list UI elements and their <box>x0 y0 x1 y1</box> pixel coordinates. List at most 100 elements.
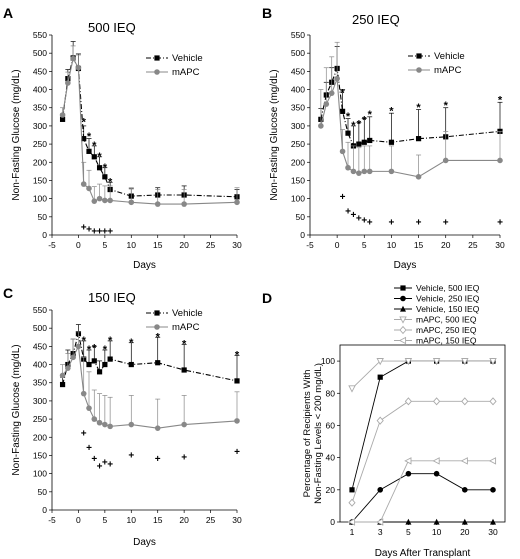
significance-star: * <box>92 342 97 354</box>
data-point <box>490 518 496 525</box>
significance-star: * <box>340 87 345 99</box>
y-tick-label: 80 <box>326 388 336 398</box>
significance-plus: + <box>416 217 422 228</box>
significance-plus: + <box>234 447 240 458</box>
y-tick-label: 350 <box>291 103 305 113</box>
panel-letter: B <box>262 5 272 21</box>
significance-star: * <box>235 350 240 362</box>
x-tick-label: -5 <box>48 515 56 525</box>
series-vehicle <box>59 41 240 200</box>
significance-star: * <box>108 335 113 347</box>
series-vehicle <box>318 46 503 149</box>
significance-star: * <box>82 335 87 347</box>
significance-star: * <box>82 116 87 128</box>
legend-marker <box>400 285 406 291</box>
data-point <box>80 390 87 397</box>
x-tick-label: 1 <box>350 527 355 537</box>
data-point <box>367 137 373 144</box>
data-point <box>154 201 161 207</box>
data-point <box>361 168 368 175</box>
data-point <box>155 360 161 366</box>
data-point <box>461 397 469 406</box>
data-point <box>96 419 103 426</box>
significance-plus: + <box>91 454 97 465</box>
y-tick-label: 0 <box>42 505 47 515</box>
y-tick-label: 200 <box>33 157 47 167</box>
legend-marker <box>399 316 407 324</box>
significance-plus: + <box>155 454 161 465</box>
x-axis-label: Days <box>133 537 156 548</box>
data-point <box>75 64 82 71</box>
x-tick-label: 10 <box>127 515 137 525</box>
x-tick-label: 25 <box>206 240 216 250</box>
y-axis-label: Non-Fasting Levels < 200 mg/dL) <box>313 363 324 504</box>
significance-star: * <box>351 120 356 132</box>
data-point <box>59 381 66 388</box>
y-axis-label: Non-Fasting Glucose (mg/dL) <box>269 69 280 200</box>
data-point <box>361 139 367 145</box>
significance-plus: + <box>86 225 92 236</box>
data-point <box>234 418 240 424</box>
legend-label: mAPC <box>172 67 200 78</box>
x-tick-label: 20 <box>460 527 470 537</box>
panel-letter: C <box>3 285 13 301</box>
legend-label: mAPC, 250 IEQ <box>416 325 477 335</box>
y-tick-label: 350 <box>33 378 47 388</box>
significance-star: * <box>182 339 187 351</box>
legend-label: Vehicle, 250 IEQ <box>416 294 480 304</box>
data-point <box>433 470 440 477</box>
series-mapc-150-ieq <box>347 457 497 526</box>
y-tick-label: 0 <box>42 230 47 240</box>
y-tick-label: 450 <box>291 66 305 76</box>
data-point <box>328 90 335 96</box>
series-mapc <box>318 41 503 180</box>
significance-star: * <box>87 344 92 356</box>
data-point <box>490 487 496 493</box>
significance-star: * <box>362 115 367 127</box>
x-tick-label: 5 <box>102 515 107 525</box>
data-point <box>345 164 351 171</box>
x-tick-label: 15 <box>153 240 163 250</box>
significance-plus: + <box>97 226 103 237</box>
significance-plus: + <box>97 461 103 472</box>
legend: Vehicle mAPC <box>146 53 203 78</box>
series-line <box>351 360 493 389</box>
significance-plus: + <box>443 217 449 228</box>
y-tick-label: 550 <box>33 305 47 315</box>
series-line <box>351 400 493 503</box>
significance-plus: + <box>181 452 187 463</box>
y-tick-label: 200 <box>33 432 47 442</box>
data-point <box>415 136 422 142</box>
data-point <box>154 425 161 431</box>
significance-star: * <box>444 100 449 112</box>
data-point <box>234 199 240 206</box>
x-tick-label: 25 <box>468 240 478 250</box>
significance-plus: + <box>367 217 373 228</box>
y-tick-label: 550 <box>291 30 305 40</box>
series-mapc-250-ieq <box>348 397 497 507</box>
significance-star: * <box>346 111 351 123</box>
legend: Vehicle mAPC <box>146 308 203 333</box>
y-tick-label: 0 <box>330 517 335 527</box>
legend-marker <box>400 295 406 302</box>
x-tick-label: 15 <box>153 515 163 525</box>
data-point <box>96 195 103 202</box>
data-point <box>107 356 113 362</box>
data-point <box>405 518 412 525</box>
data-point <box>59 112 66 118</box>
data-point <box>405 470 412 477</box>
data-point <box>497 157 503 164</box>
significance-star: * <box>389 106 394 118</box>
x-tick-label: 10 <box>387 240 397 250</box>
data-point <box>461 358 469 366</box>
data-point <box>86 361 92 368</box>
legend-marker <box>154 310 160 316</box>
y-tick-label: 300 <box>291 121 305 131</box>
legend-marker <box>416 53 422 59</box>
significance-star: * <box>92 140 97 152</box>
x-tick-label: 30 <box>232 240 242 250</box>
x-tick-label: 30 <box>488 527 498 537</box>
